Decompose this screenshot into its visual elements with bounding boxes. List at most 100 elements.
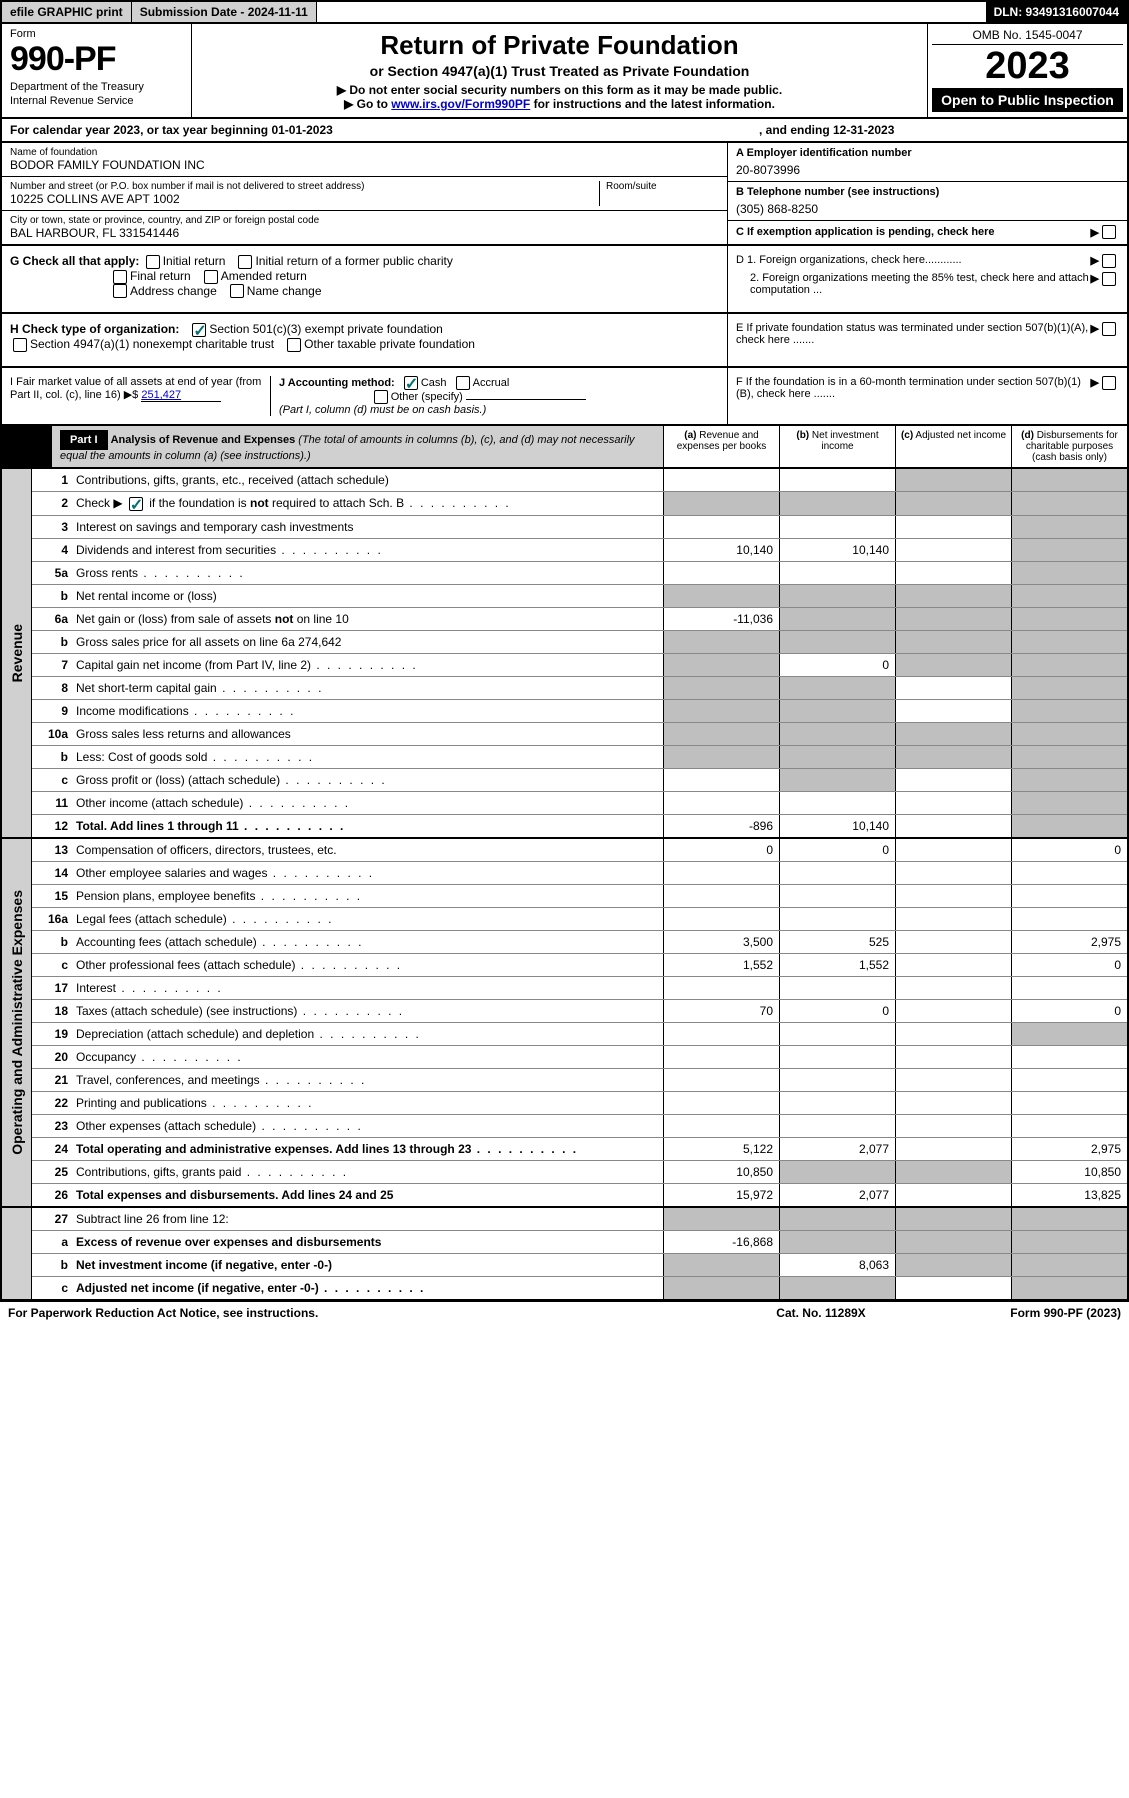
line-num: 3 xyxy=(32,516,72,538)
irs-link[interactable]: www.irs.gov/Form990PF xyxy=(391,97,530,111)
cell-value xyxy=(1011,908,1127,930)
cell-shaded xyxy=(663,631,779,653)
line-desc: Legal fees (attach schedule) xyxy=(72,908,663,930)
line-desc: Other expenses (attach schedule) xyxy=(72,1115,663,1137)
cell-value xyxy=(1011,1115,1127,1137)
cell-value xyxy=(895,908,1011,930)
ein-label: A Employer identification number xyxy=(736,147,1119,159)
cell-shaded xyxy=(1011,769,1127,791)
header-center: Return of Private Foundation or Section … xyxy=(192,24,927,117)
info-right: A Employer identification number 20-8073… xyxy=(727,143,1127,244)
line-num: 5a xyxy=(32,562,72,584)
efile-label[interactable]: efile GRAPHIC print xyxy=(2,2,132,22)
cell-shaded xyxy=(1011,492,1127,515)
line-row: 19Depreciation (attach schedule) and dep… xyxy=(32,1023,1127,1046)
cell-value: 0 xyxy=(663,839,779,861)
cell-value xyxy=(895,1023,1011,1045)
cell-shaded xyxy=(895,631,1011,653)
fmv-value[interactable]: 251,427 xyxy=(141,389,221,402)
col-a-header: (a) Revenue and expenses per books xyxy=(663,426,779,467)
cell-value: 10,140 xyxy=(663,539,779,561)
cell-value xyxy=(895,562,1011,584)
501c3-checkbox[interactable] xyxy=(192,323,206,337)
cell-value xyxy=(895,677,1011,699)
arrow-icon: ▶ xyxy=(1091,226,1099,239)
line-desc: Printing and publications xyxy=(72,1092,663,1114)
line-row: bLess: Cost of goods sold xyxy=(32,746,1127,769)
form-note-1: ▶ Do not enter social security numbers o… xyxy=(212,83,907,97)
cell-value xyxy=(663,469,779,491)
cell-value xyxy=(779,1115,895,1137)
initial-return-checkbox[interactable] xyxy=(146,255,160,269)
line-desc: Compensation of officers, directors, tru… xyxy=(72,839,663,861)
cell-value xyxy=(895,1046,1011,1068)
cell-shaded xyxy=(779,723,895,745)
cell-value xyxy=(895,769,1011,791)
cell-value xyxy=(895,1000,1011,1022)
cell-shaded xyxy=(1011,562,1127,584)
line-desc: Travel, conferences, and meetings xyxy=(72,1069,663,1091)
cell-value: 1,552 xyxy=(779,954,895,976)
form-number[interactable]: 990-PF xyxy=(10,40,183,79)
line-desc: Interest xyxy=(72,977,663,999)
revenue-section: Revenue 1Contributions, gifts, grants, e… xyxy=(0,469,1129,839)
cell-value: 0 xyxy=(1011,1000,1127,1022)
cell-shaded xyxy=(895,654,1011,676)
cell-value xyxy=(663,1046,779,1068)
name-change-checkbox[interactable] xyxy=(230,284,244,298)
other-specify-checkbox[interactable] xyxy=(374,390,388,404)
c-checkbox[interactable] xyxy=(1102,225,1116,239)
line-desc: Other professional fees (attach schedule… xyxy=(72,954,663,976)
cell-shaded xyxy=(1011,608,1127,630)
line-num: 21 xyxy=(32,1069,72,1091)
line-row: 9Income modifications xyxy=(32,700,1127,723)
initial-former-checkbox[interactable] xyxy=(238,255,252,269)
line-desc: Gross sales price for all assets on line… xyxy=(72,631,663,653)
4947a1-checkbox[interactable] xyxy=(13,338,27,352)
cell-shaded xyxy=(895,585,1011,607)
cell-value xyxy=(895,815,1011,837)
cell-value: 0 xyxy=(1011,954,1127,976)
final-return-checkbox[interactable] xyxy=(113,270,127,284)
cell-value xyxy=(663,977,779,999)
cell-value xyxy=(895,1092,1011,1114)
cell-value: 5,122 xyxy=(663,1138,779,1160)
line-row: 15Pension plans, employee benefits xyxy=(32,885,1127,908)
cell-value: 3,500 xyxy=(663,931,779,953)
cell-shaded xyxy=(779,631,895,653)
footer-mid: Cat. No. 11289X xyxy=(721,1306,921,1320)
line-num: 25 xyxy=(32,1161,72,1183)
form-label: Form xyxy=(10,28,183,40)
amended-return-checkbox[interactable] xyxy=(204,270,218,284)
line-num: c xyxy=(32,954,72,976)
line-desc: Other employee salaries and wages xyxy=(72,862,663,884)
line-num: a xyxy=(32,1231,72,1253)
cell-shaded xyxy=(1011,631,1127,653)
cell-value: 2,077 xyxy=(779,1138,895,1160)
line-num: b xyxy=(32,585,72,607)
line-row: bGross sales price for all assets on lin… xyxy=(32,631,1127,654)
cell-value xyxy=(779,908,895,930)
line-row: 1Contributions, gifts, grants, etc., rec… xyxy=(32,469,1127,492)
line-desc: Check ▶ if the foundation is not require… xyxy=(72,492,663,515)
cell-value xyxy=(895,1184,1011,1206)
phone-cell: B Telephone number (see instructions) (3… xyxy=(728,182,1127,221)
info-left: Name of foundation BODOR FAMILY FOUNDATI… xyxy=(2,143,727,244)
d1-checkbox[interactable] xyxy=(1102,254,1116,268)
e-checkbox[interactable] xyxy=(1102,322,1116,336)
cell-value xyxy=(663,1069,779,1091)
line-desc: Pension plans, employee benefits xyxy=(72,885,663,907)
d2-checkbox[interactable] xyxy=(1102,272,1116,286)
line-num: 17 xyxy=(32,977,72,999)
cell-shaded xyxy=(663,1254,779,1276)
f-checkbox[interactable] xyxy=(1102,376,1116,390)
line-row: 2Check ▶ if the foundation is not requir… xyxy=(32,492,1127,516)
cell-value xyxy=(779,1092,895,1114)
address-change-checkbox[interactable] xyxy=(113,284,127,298)
ein-cell: A Employer identification number 20-8073… xyxy=(728,143,1127,182)
other-taxable-checkbox[interactable] xyxy=(287,338,301,352)
line-row: 6aNet gain or (loss) from sale of assets… xyxy=(32,608,1127,631)
cash-checkbox[interactable] xyxy=(404,376,418,390)
check-section-ij: I Fair market value of all assets at end… xyxy=(0,368,1129,426)
accrual-checkbox[interactable] xyxy=(456,376,470,390)
